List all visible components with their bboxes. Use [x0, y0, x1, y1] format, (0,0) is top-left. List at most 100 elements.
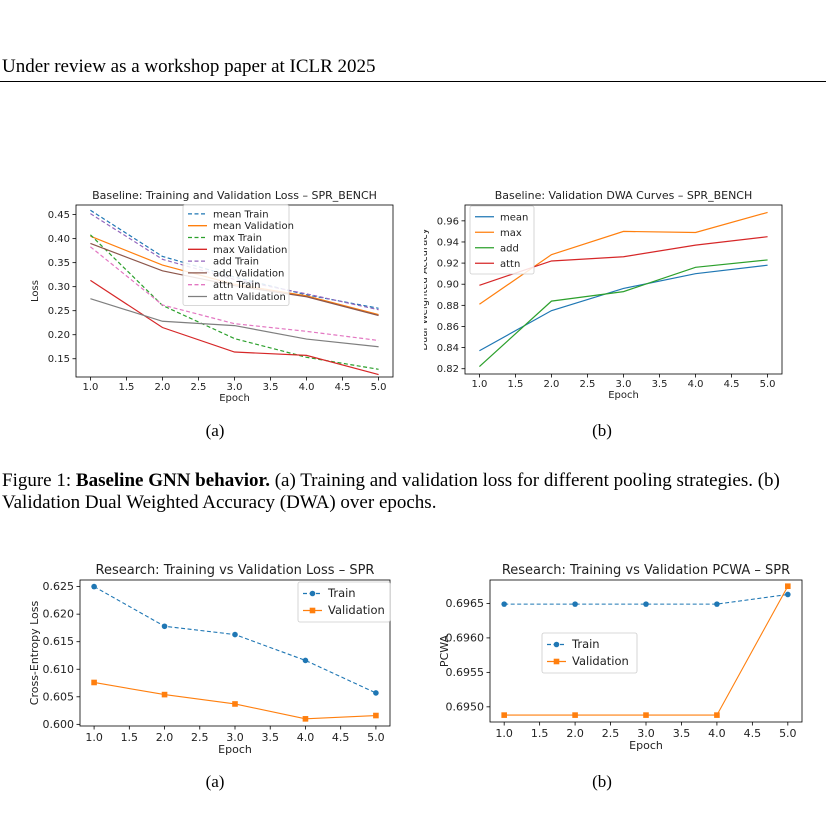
- legend-label: attn Validation: [213, 292, 286, 303]
- legend-label: max Train: [213, 233, 262, 244]
- legend-box: [297, 581, 391, 623]
- x-tick-label: 5.0: [371, 382, 387, 393]
- x-tick-label: 1.0: [495, 727, 513, 740]
- data-point: [643, 712, 649, 718]
- y-tick-label: 0.30: [48, 282, 70, 293]
- caption-label: Figure 1:: [2, 470, 72, 491]
- running-header: Under review as a workshop paper at ICLR…: [2, 56, 376, 77]
- series-line: [89, 234, 379, 370]
- x-tick-label: 3.0: [226, 731, 244, 744]
- x-axis-label: Epoch: [608, 390, 639, 401]
- chart-title: Baseline: Validation DWA Curves – SPR_BE…: [495, 189, 753, 202]
- data-point: [785, 583, 791, 590]
- legend-marker: [553, 641, 560, 648]
- y-tick-label: 0.615: [43, 635, 75, 648]
- legend-label: attn: [500, 259, 520, 270]
- y-tick-label: 0.40: [48, 234, 70, 245]
- y-axis-label: Dual Weighted Accuracy: [424, 228, 430, 350]
- series-line: [479, 264, 768, 352]
- legend-label: Validation: [328, 603, 385, 617]
- x-tick-label: 1.0: [471, 379, 487, 390]
- x-tick-label: 2.0: [566, 727, 584, 740]
- x-tick-label: 1.0: [85, 731, 103, 744]
- chart-research-loss-svg: Research: Training vs Validation Loss – …: [30, 563, 391, 756]
- x-tick-label: 5.0: [760, 379, 776, 390]
- legend-label: max Validation: [213, 245, 287, 256]
- data-point: [373, 690, 379, 696]
- caption-bold: Baseline GNN behavior.: [75, 470, 270, 491]
- chart-baseline-loss: Baseline: Training and Validation Loss –…: [30, 183, 400, 408]
- x-tick-label: 3.0: [616, 379, 632, 390]
- x-tick-label: 4.0: [299, 382, 315, 393]
- x-tick-label: 3.5: [263, 382, 279, 393]
- chart-baseline-loss-svg: Baseline: Training and Validation Loss –…: [30, 189, 394, 404]
- legend-label: Train: [571, 637, 600, 651]
- y-tick-label: 0.6950: [446, 700, 485, 713]
- data-point: [714, 601, 720, 607]
- y-tick-label: 0.625: [43, 580, 75, 593]
- legend-marker: [309, 590, 316, 597]
- legend-label: Validation: [572, 654, 629, 668]
- data-point: [501, 601, 507, 607]
- chart-title: Research: Training vs Validation PCWA – …: [502, 563, 790, 578]
- data-point: [91, 679, 97, 686]
- x-tick-label: 3.5: [673, 727, 691, 740]
- data-point: [572, 601, 578, 607]
- chart-research-pcwa: Research: Training vs Validation PCWA – …: [424, 558, 814, 763]
- y-tick-label: 0.6960: [446, 631, 485, 644]
- chart-baseline-dwa: Baseline: Validation DWA Curves – SPR_BE…: [424, 183, 794, 408]
- x-axis-label: Epoch: [218, 743, 252, 756]
- data-point: [643, 601, 649, 607]
- legend-label: add Train: [213, 257, 259, 268]
- y-tick-label: 0.90: [437, 280, 459, 291]
- chart-title: Baseline: Training and Validation Loss –…: [92, 189, 377, 202]
- legend-label: mean Validation: [213, 221, 294, 232]
- y-tick-label: 0.6965: [446, 597, 485, 610]
- series-line: [90, 246, 379, 342]
- data-point: [232, 701, 238, 707]
- y-tick-label: 0.96: [437, 216, 459, 227]
- chart-title: Research: Training vs Validation Loss – …: [96, 563, 375, 578]
- y-tick-label: 0.92: [437, 259, 459, 270]
- x-tick-label: 1.5: [118, 382, 134, 393]
- x-tick-label: 4.0: [297, 731, 315, 744]
- x-tick-label: 1.0: [82, 382, 98, 393]
- data-point: [161, 691, 168, 698]
- legend-marker: [309, 607, 316, 614]
- y-tick-label: 0.15: [48, 354, 70, 365]
- y-tick-label: 0.84: [437, 343, 459, 354]
- x-tick-label: 1.5: [121, 731, 138, 744]
- subfig-label-1a: (a): [205, 421, 225, 440]
- plot-frame: [489, 579, 803, 723]
- y-tick-label: 0.610: [43, 663, 75, 676]
- subfig-label-1b: (b): [592, 421, 612, 440]
- x-tick-label: 4.5: [744, 727, 762, 740]
- x-tick-label: 4.5: [332, 731, 350, 744]
- x-tick-label: 2.5: [191, 731, 209, 744]
- series-line: [90, 279, 379, 376]
- series-line: [504, 593, 788, 605]
- chart-research-pcwa-svg: Research: Training vs Validation PCWA – …: [438, 563, 803, 752]
- legend-label: mean Train: [213, 209, 269, 220]
- x-tick-label: 4.5: [724, 379, 740, 390]
- x-tick-label: 2.0: [155, 382, 171, 393]
- y-tick-label: 0.6955: [446, 666, 485, 679]
- x-tick-label: 2.5: [602, 727, 620, 740]
- data-point: [161, 623, 168, 630]
- y-tick-label: 0.94: [437, 237, 459, 248]
- y-axis-label: Loss: [30, 280, 41, 302]
- data-point: [501, 712, 507, 718]
- y-tick-label: 0.88: [437, 301, 459, 312]
- data-point: [785, 591, 791, 598]
- legend-label: Train: [327, 586, 356, 600]
- y-tick-label: 0.25: [48, 306, 70, 317]
- y-tick-label: 0.35: [48, 258, 70, 269]
- x-tick-label: 3.5: [261, 731, 279, 744]
- data-point: [714, 712, 720, 718]
- x-tick-label: 5.0: [779, 727, 797, 740]
- x-tick-label: 4.0: [688, 379, 704, 390]
- x-tick-label: 1.5: [507, 379, 523, 390]
- series-line: [90, 298, 379, 348]
- series-line: [479, 259, 768, 368]
- data-point: [373, 712, 379, 719]
